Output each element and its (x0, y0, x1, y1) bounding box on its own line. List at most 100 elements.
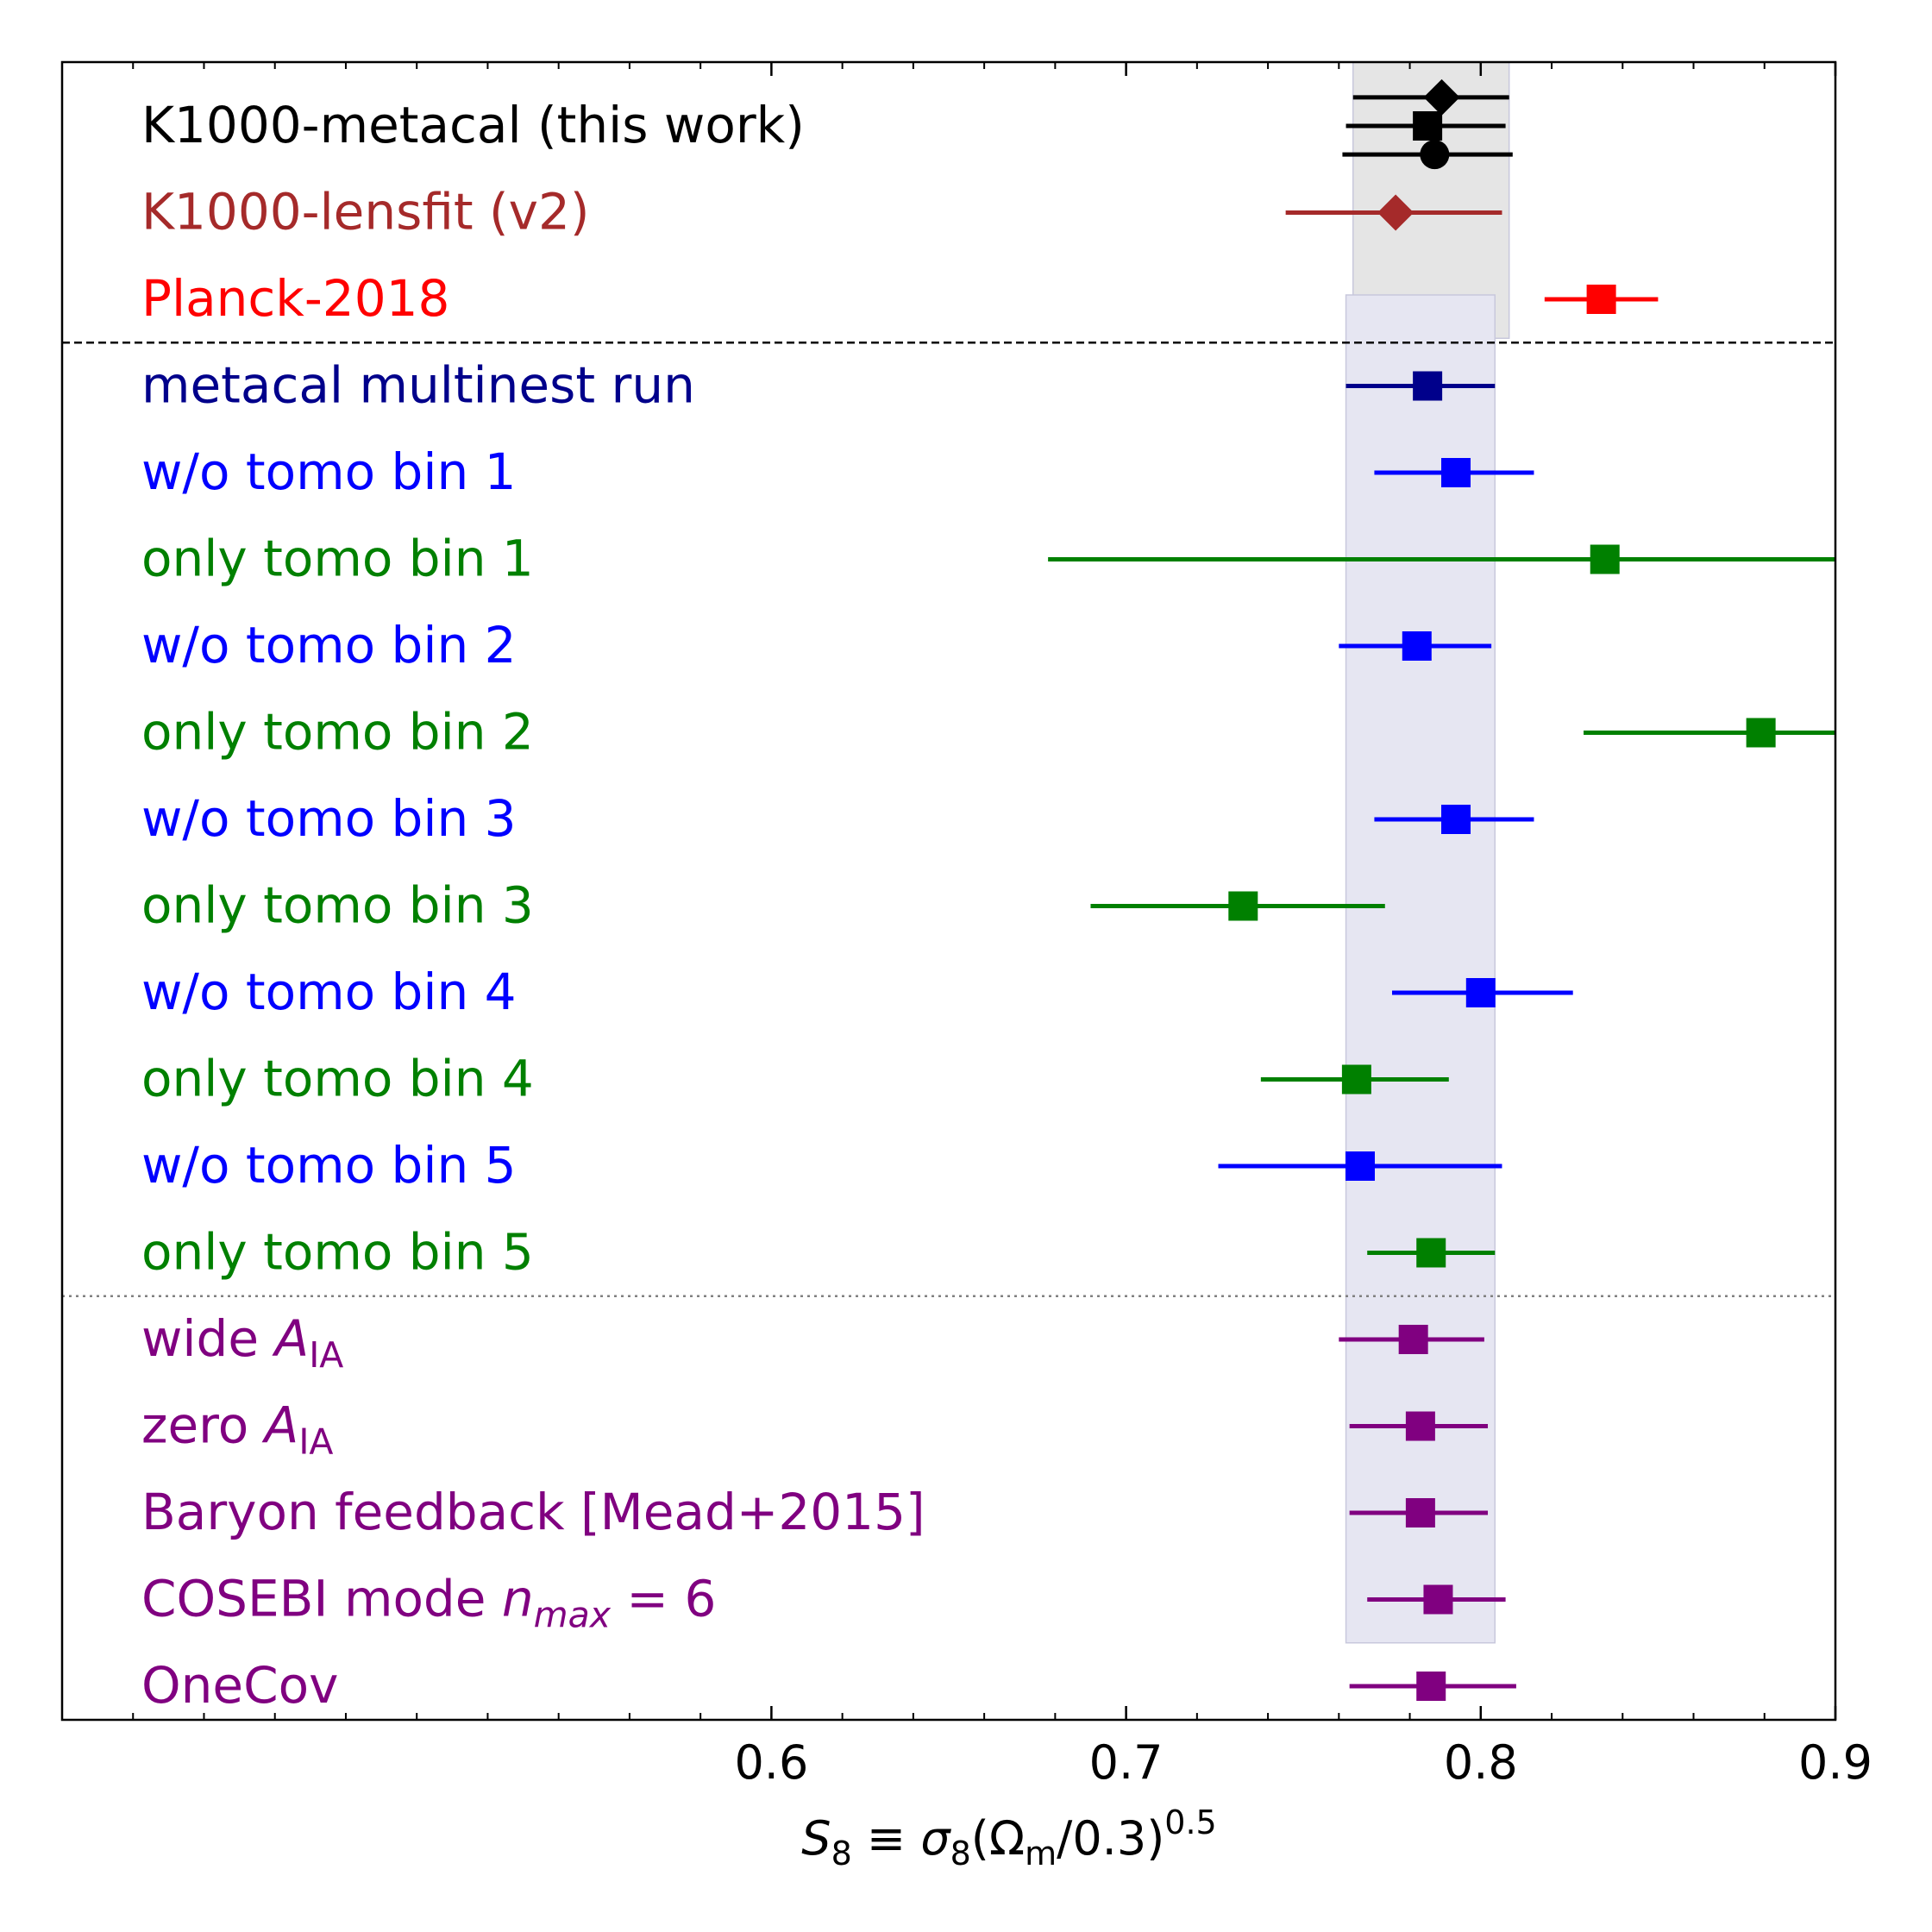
row-label-text: wide (141, 1309, 275, 1368)
x-tick-label: 0.7 (1089, 1735, 1164, 1790)
diamond-marker (1377, 194, 1414, 231)
square-marker (1413, 111, 1443, 141)
row-label-math-tail: = 6 (611, 1570, 716, 1628)
row-label-text: w/o tomo bin 5 (141, 1136, 517, 1195)
row-label: only tomo bin 1 (141, 530, 534, 588)
row-1: K1000-metacal (this work) (141, 78, 1513, 170)
row-7: w/o tomo bin 2 (141, 616, 1492, 674)
row-9: w/o tomo bin 3 (141, 789, 1534, 848)
square-marker (1413, 371, 1443, 401)
square-marker (1228, 891, 1258, 921)
row-label-math-base: n (502, 1570, 534, 1628)
row-label-text: zero (141, 1396, 265, 1455)
band-layer (1345, 61, 1510, 1644)
square-marker (1398, 1325, 1428, 1354)
x-axis-label-omega-sub: m (1025, 1835, 1057, 1872)
square-marker (1345, 1151, 1375, 1181)
row-label: Baryon feedback [Mead+2015] (141, 1483, 925, 1541)
row-10: only tomo bin 3 (141, 876, 1385, 935)
x-axis-label-close: /0.3) (1057, 1811, 1164, 1866)
row-label-math-base: A (261, 1396, 299, 1455)
x-axis-label-equiv: ≡ (852, 1811, 921, 1866)
row-label: COSEBI mode nmax = 6 (141, 1570, 716, 1636)
x-axis-label-s-sub: 8 (831, 1835, 852, 1872)
square-marker (1441, 805, 1471, 834)
row-label-text: only tomo bin 4 (141, 1050, 534, 1108)
row-label: only tomo bin 4 (141, 1050, 534, 1108)
row-13: w/o tomo bin 5 (141, 1136, 1502, 1195)
x-axis-label-open: (Ω (971, 1811, 1025, 1866)
row-label: K1000-lensfit (v2) (141, 183, 590, 242)
row-label-text: only tomo bin 5 (141, 1223, 534, 1282)
square-marker (1423, 1584, 1453, 1615)
square-marker (1405, 1498, 1435, 1527)
row-label-math-sub: max (534, 1595, 612, 1636)
row-label-text: w/o tomo bin 2 (141, 616, 517, 674)
row-label-text: only tomo bin 2 (141, 703, 534, 762)
row-4: metacal multinest run (141, 356, 1496, 415)
row-12: only tomo bin 4 (141, 1050, 1449, 1108)
row-label: Planck-2018 (141, 269, 449, 328)
square-marker (1416, 1672, 1446, 1701)
row-label: metacal multinest run (141, 356, 695, 415)
rows-layer: K1000-metacal (this work) K1000-lensfit (… (141, 78, 1835, 1715)
row-16: zero AIA (141, 1396, 1489, 1463)
row-2: K1000-lensfit (v2) (141, 183, 1502, 242)
row-label-text: K1000-metacal (this work) (141, 96, 805, 154)
row-5: w/o tomo bin 1 (141, 442, 1534, 501)
row-label-text: Baryon feedback [Mead+2015] (141, 1483, 925, 1541)
x-axis-label-sigma: σ (920, 1811, 951, 1866)
row-label-text: only tomo bin 1 (141, 530, 534, 588)
row-label-text: K1000-lensfit (v2) (141, 183, 590, 242)
row-label-text: only tomo bin 3 (141, 876, 534, 935)
row-3: Planck-2018 (141, 269, 1659, 328)
row-label: K1000-metacal (this work) (141, 96, 805, 154)
row-11: w/o tomo bin 4 (141, 963, 1573, 1021)
row-label: w/o tomo bin 1 (141, 442, 517, 501)
separator-layer (62, 342, 1835, 1297)
row-18: COSEBI mode nmax = 6 (141, 1570, 1506, 1636)
row-label: zero AIA (141, 1396, 333, 1463)
row-label: wide AIA (141, 1309, 343, 1376)
row-label-text: w/o tomo bin 4 (141, 963, 517, 1021)
row-19: OneCov (141, 1656, 1516, 1715)
x-axis-label: S8 ≡ σ8(Ωm/0.3)0.5 (801, 1803, 1216, 1872)
row-label: w/o tomo bin 3 (141, 789, 517, 848)
row-label: w/o tomo bin 4 (141, 963, 517, 1021)
row-label-math-sub: IA (298, 1421, 333, 1463)
square-marker (1402, 631, 1432, 661)
row-6: only tomo bin 1 (141, 530, 1835, 588)
row-15: wide AIA (141, 1309, 1484, 1376)
row-label: only tomo bin 3 (141, 876, 534, 935)
row-label: only tomo bin 2 (141, 703, 534, 762)
band-0 (1352, 61, 1510, 339)
x-tick-label: 0.9 (1798, 1735, 1872, 1790)
square-marker (1441, 458, 1471, 487)
row-label-text: Planck-2018 (141, 269, 449, 328)
row-17: Baryon feedback [Mead+2015] (141, 1483, 1489, 1541)
row-8: only tomo bin 2 (141, 703, 1835, 762)
x-tick-label: 0.6 (734, 1735, 808, 1790)
row-14: only tomo bin 5 (141, 1223, 1496, 1282)
row-label-math-sub: IA (309, 1334, 343, 1376)
row-label-math-base: A (272, 1309, 310, 1368)
square-marker (1586, 285, 1616, 314)
x-tick-label: 0.8 (1444, 1735, 1518, 1790)
square-marker (1416, 1238, 1446, 1268)
row-label-text: w/o tomo bin 3 (141, 789, 517, 848)
square-marker (1746, 718, 1776, 748)
x-axis-label-s: S (801, 1811, 831, 1866)
x-axis-label-sup: 0.5 (1164, 1803, 1216, 1841)
circle-marker (1420, 140, 1450, 170)
row-label: only tomo bin 5 (141, 1223, 534, 1282)
row-label-text: OneCov (141, 1656, 338, 1715)
row-label: OneCov (141, 1656, 338, 1715)
row-label-text: COSEBI mode (141, 1570, 502, 1628)
square-marker (1465, 978, 1496, 1007)
row-label-text: w/o tomo bin 1 (141, 442, 517, 501)
row-label-text: metacal multinest run (141, 356, 695, 415)
row-label: w/o tomo bin 5 (141, 1136, 517, 1195)
square-marker (1590, 544, 1620, 574)
